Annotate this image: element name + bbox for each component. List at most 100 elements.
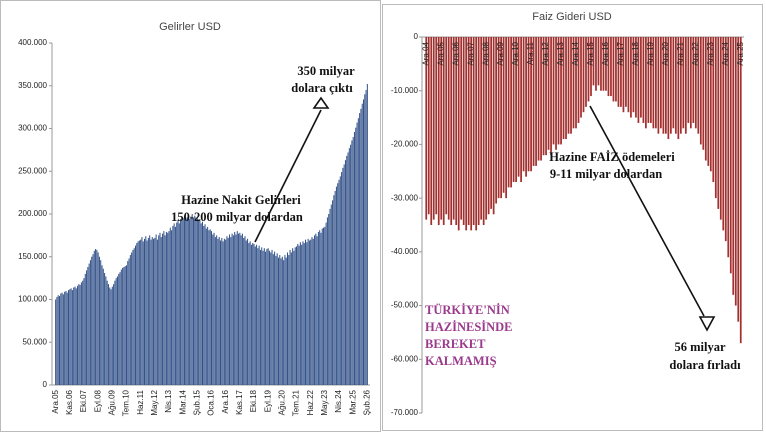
bar xyxy=(58,296,61,385)
bar xyxy=(316,236,318,385)
bar xyxy=(217,238,219,385)
bar xyxy=(682,37,685,129)
arrow xyxy=(589,105,705,317)
bar xyxy=(467,37,470,225)
bar xyxy=(562,37,565,140)
bar xyxy=(245,240,247,385)
bar xyxy=(173,223,175,385)
bar xyxy=(540,37,542,161)
bar xyxy=(351,140,353,385)
bar xyxy=(263,248,265,385)
bar xyxy=(537,37,540,161)
bar xyxy=(98,256,100,385)
bar xyxy=(267,248,269,385)
x-tick-label: Eki.07 xyxy=(79,389,88,412)
bar xyxy=(357,118,359,386)
bar xyxy=(350,144,352,385)
bar xyxy=(610,37,612,97)
bar xyxy=(290,252,292,385)
bar xyxy=(151,237,153,385)
bar xyxy=(142,241,144,385)
bar xyxy=(192,218,194,385)
bar xyxy=(280,258,282,385)
x-tick-label: Ara.04 xyxy=(421,41,430,65)
bar xyxy=(227,237,229,385)
bar xyxy=(189,219,191,385)
bar xyxy=(714,37,717,199)
bar xyxy=(196,218,198,385)
bar xyxy=(293,250,295,385)
bar xyxy=(320,232,322,385)
bar xyxy=(317,231,319,385)
bar xyxy=(194,215,196,385)
bar xyxy=(427,37,430,215)
bar xyxy=(334,190,336,385)
x-tick-label: Ağu.09 xyxy=(107,389,116,415)
bar xyxy=(655,37,657,129)
bar xyxy=(299,242,301,385)
bar xyxy=(68,290,70,385)
bar xyxy=(302,241,304,385)
bar xyxy=(204,224,206,385)
bar xyxy=(366,84,368,385)
bar xyxy=(248,243,250,385)
bar xyxy=(724,37,727,242)
bar xyxy=(119,272,121,385)
bar xyxy=(283,260,285,385)
bar xyxy=(490,37,493,209)
bar xyxy=(229,234,231,385)
bar xyxy=(635,37,637,118)
bar xyxy=(241,233,243,385)
bar xyxy=(308,240,310,385)
bar xyxy=(272,254,274,385)
bar xyxy=(118,273,120,385)
bar xyxy=(74,286,76,385)
bar xyxy=(270,252,272,385)
bar xyxy=(167,232,169,385)
bar xyxy=(69,289,71,385)
bar xyxy=(292,248,294,385)
arrowhead xyxy=(698,316,716,332)
bar xyxy=(274,251,276,385)
bar xyxy=(116,276,118,385)
bar xyxy=(627,37,630,113)
bar xyxy=(276,253,278,385)
bar xyxy=(707,37,710,166)
y-tick-label: -20.000 xyxy=(391,140,419,149)
x-tick-label: Ara.22 xyxy=(691,41,700,65)
x-tick-label: Ara.23 xyxy=(706,41,715,65)
annotation: 9-11 milyar dolardan xyxy=(550,167,662,181)
bar xyxy=(289,249,291,385)
bar xyxy=(92,254,94,385)
bar xyxy=(677,37,680,140)
bar xyxy=(258,245,260,385)
bar xyxy=(111,286,113,385)
bar xyxy=(154,237,156,385)
bar xyxy=(205,228,207,385)
x-tick-label: Ara.10 xyxy=(511,41,520,65)
bar xyxy=(249,241,251,385)
bar xyxy=(565,37,567,140)
bar xyxy=(61,292,63,385)
bar xyxy=(295,246,298,385)
bar xyxy=(187,214,189,385)
x-tick-label: Şub.26 xyxy=(362,389,371,415)
bar xyxy=(325,222,327,385)
bar xyxy=(115,278,117,385)
bar xyxy=(201,221,203,385)
bar xyxy=(328,214,330,385)
x-tick-label: Ara.05 xyxy=(51,389,60,413)
bar xyxy=(560,37,562,145)
bar xyxy=(674,37,677,134)
bar xyxy=(435,37,438,215)
bar xyxy=(180,219,182,385)
bar xyxy=(622,37,625,113)
bar xyxy=(485,37,488,220)
marks: Gelirler USD 0 50.000 100.000 150.000 200.000… xyxy=(18,11,745,417)
bar xyxy=(348,148,350,385)
x-tick-label: Ara.14 xyxy=(571,41,580,65)
bar xyxy=(65,290,67,385)
x-tick-label: Ara.12 xyxy=(541,41,550,65)
bar xyxy=(717,37,720,209)
bar xyxy=(567,37,570,134)
